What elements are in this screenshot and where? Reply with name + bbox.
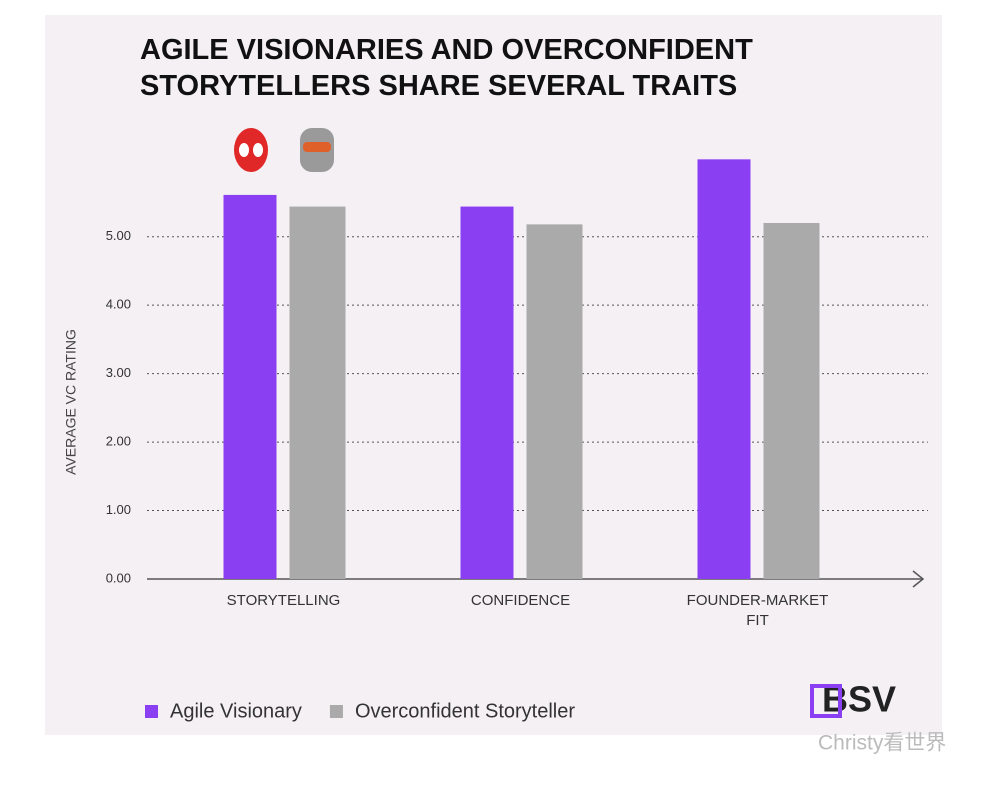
y-tick-label: 1.00: [106, 502, 131, 517]
bar: [526, 224, 583, 579]
legend-label: Overconfident Storyteller: [355, 700, 575, 722]
helmet-icon: [300, 128, 334, 172]
logo-icon: [810, 684, 842, 718]
watermark: Christy看世界: [818, 732, 946, 755]
y-axis-label: AVERAGE VC RATING: [63, 329, 79, 475]
y-tick-label: 4.00: [106, 297, 131, 312]
y-tick-label: 2.00: [106, 434, 131, 449]
y-tick-label: 3.00: [106, 365, 131, 380]
x-tick-label: FOUNDER-MARKET FIT: [686, 592, 829, 629]
bar: [289, 206, 346, 580]
bar: [223, 194, 277, 579]
axis-arrow: [912, 570, 925, 588]
x-tick-label: CONFIDENCE: [470, 592, 571, 609]
legend-swatch: [329, 705, 343, 718]
chart-title: AGILE VISIONARIES AND OVERCONFIDENT STOR…: [140, 34, 753, 102]
bar: [460, 206, 514, 580]
y-tick-label: 0.00: [106, 570, 131, 585]
bar: [697, 159, 751, 580]
y-tick-label: 5.00: [106, 228, 131, 243]
legend-label: Agile Visionary: [170, 700, 302, 722]
spider-icon: [234, 128, 268, 172]
x-tick-label: STORYTELLING: [226, 592, 341, 609]
legend-swatch: [145, 705, 158, 718]
bar: [763, 223, 820, 579]
